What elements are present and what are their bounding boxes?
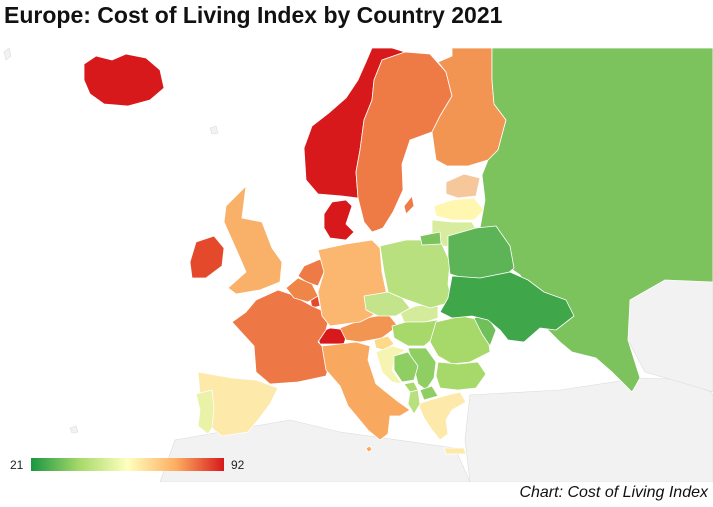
chart-title: Europe: Cost of Living Index by Country …: [4, 2, 503, 28]
europe-map: IcelandNorwaySwitzerlandDenmarkIrelandLu…: [3, 47, 713, 482]
country-united-kingdom: United Kingdom: [223, 185, 283, 295]
no-data-region: [464, 377, 713, 482]
country-denmark: Denmark: [323, 199, 355, 241]
legend-gradient-bar: [31, 458, 224, 471]
country-estonia: Estonia: [445, 173, 481, 199]
country-shapes: IcelandNorwaySwitzerlandDenmarkIrelandLu…: [83, 47, 713, 455]
no-data-region: [627, 279, 713, 393]
country-iceland: Iceland: [83, 53, 165, 107]
country-ukraine: Ukraine: [439, 271, 575, 343]
chart-source: Chart: Cost of Living Index: [519, 484, 708, 501]
country-bulgaria: Bulgaria: [435, 361, 487, 391]
country-belgium: Belgium: [285, 277, 319, 303]
legend-min-label: 21: [10, 458, 24, 472]
country-romania: Romania: [429, 315, 491, 365]
country-albania: Albania: [407, 389, 421, 415]
no-data-region: [3, 47, 12, 61]
country-slovakia: Slovakia: [399, 303, 439, 325]
country-latvia: Latvia: [433, 197, 485, 221]
country-greece: Greece: [417, 391, 467, 455]
country-croatia: Croatia: [375, 345, 407, 385]
country-ireland: Ireland: [189, 235, 225, 279]
country-malta: Malta: [365, 445, 373, 453]
color-legend: 21 92: [0, 450, 260, 480]
country-italy: Italy: [321, 341, 411, 441]
country-bosnia-and-herzegovina: Bosnia and Herzegovina: [393, 351, 419, 383]
country-portugal: Portugal: [195, 389, 215, 435]
country-north-macedonia: North Macedonia: [419, 385, 439, 401]
no-data-regions: [3, 47, 713, 482]
no-data-region: [69, 425, 79, 434]
legend-max-label: 92: [231, 458, 245, 472]
no-data-region: [209, 125, 219, 135]
